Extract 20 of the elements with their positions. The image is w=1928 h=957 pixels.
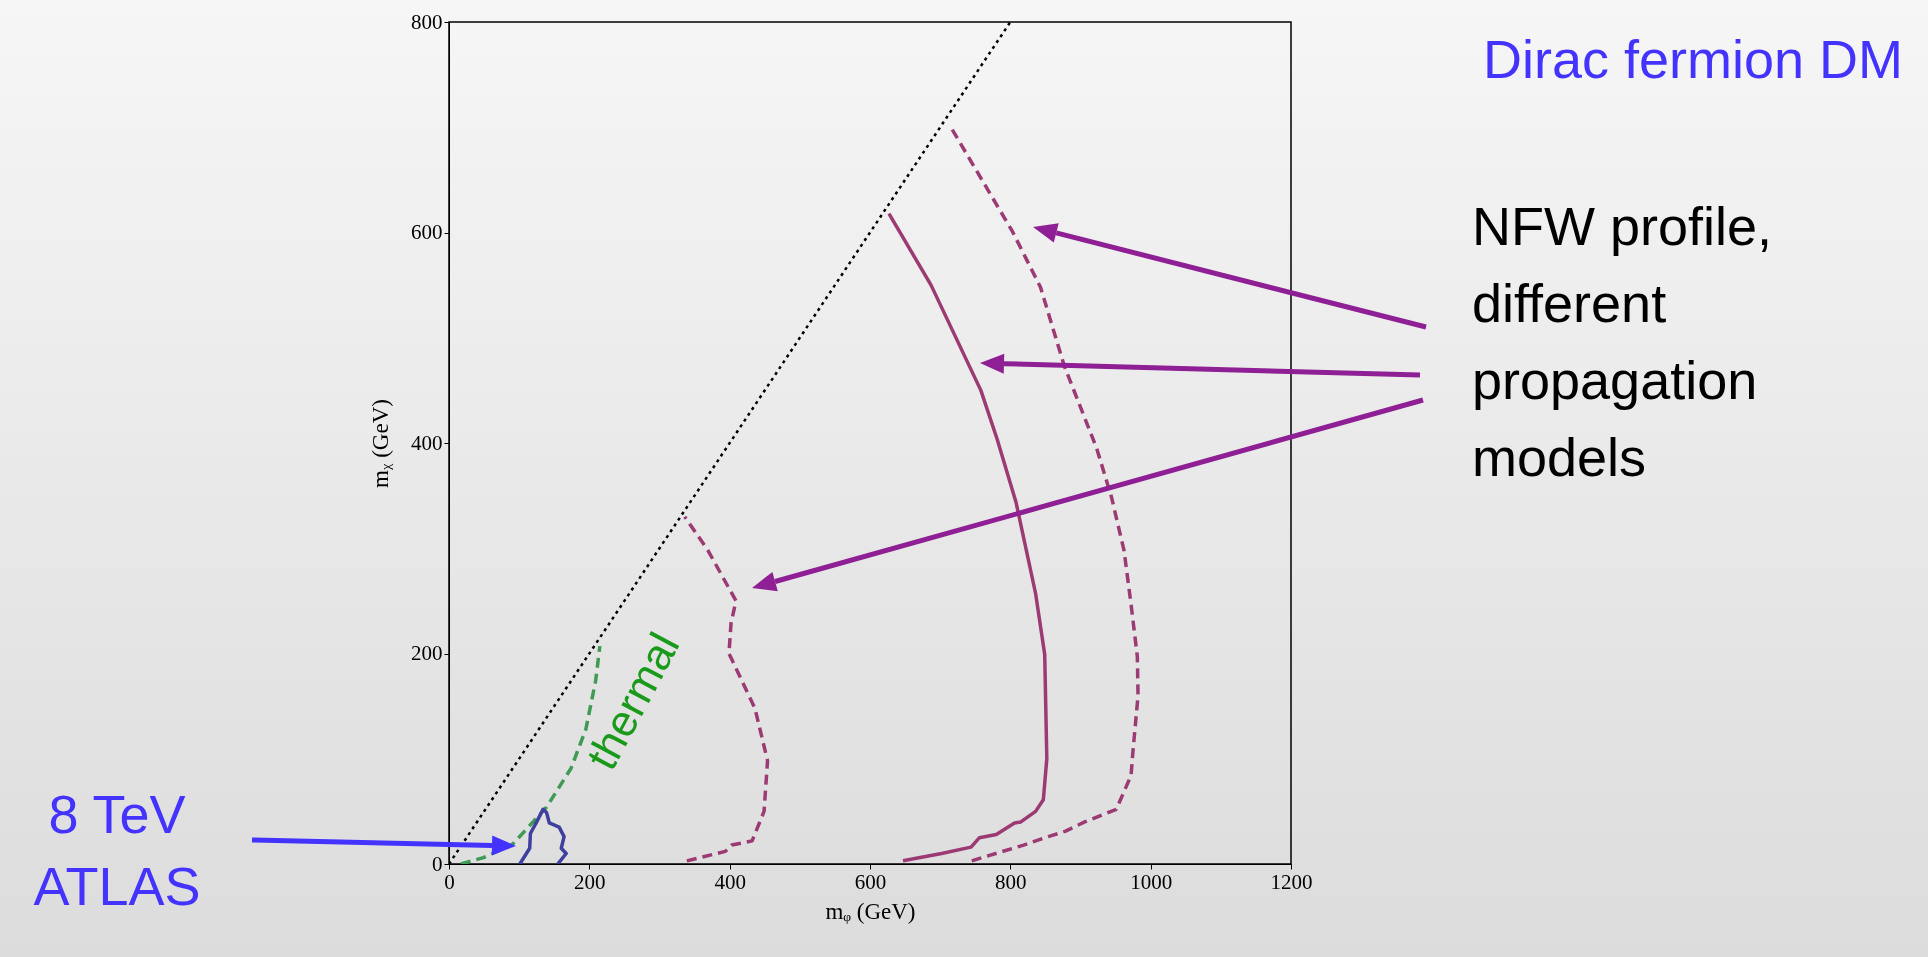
x-axis-title: mᵩ (GeV) [825,898,916,924]
x-tick-label: 800 [995,869,1027,894]
y-axis-title: mᵪ (GeV) [368,399,393,488]
line-series [683,514,770,863]
y-tick-label: 0 [432,851,443,876]
x-tick-label: 1200 [1270,869,1313,894]
line-series [950,127,1140,863]
line-series [518,807,568,864]
y-tick-label: 600 [411,220,443,244]
line-series [887,211,1049,863]
y-tick-label: 200 [411,641,443,665]
y-tick-label: 800 [411,9,443,34]
y-tick-label: 400 [411,430,443,455]
text: Dirac fermion DM [1482,28,1903,90]
text: NFW profile, different propagation models [1472,195,1774,489]
x-tick-label: 1000 [1130,869,1173,894]
x-tick-label: 400 [714,869,746,894]
x-tick-label: 600 [854,869,887,894]
text: 8 TeV ATLAS [32,783,202,918]
x-tick-label: 200 [574,869,606,894]
